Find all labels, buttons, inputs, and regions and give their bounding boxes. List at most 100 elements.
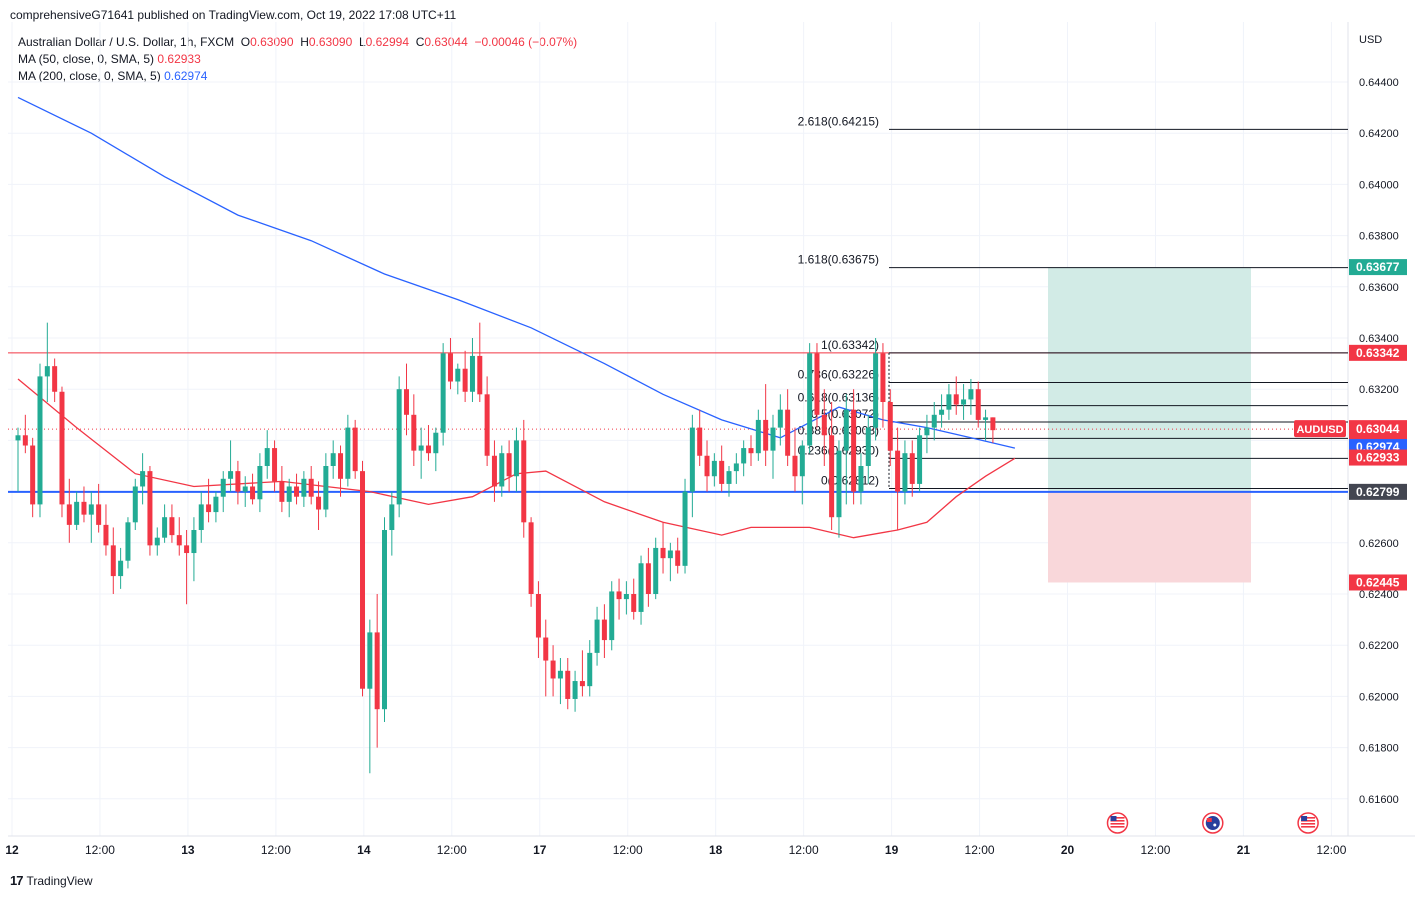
ma50-line	[17, 378, 1016, 539]
currency-label[interactable]: USD	[1359, 34, 1383, 46]
time-axis[interactable]: 12 12:00 13 12:00 14 12:00 17 12:00 18 12:00 19 12:…	[5, 843, 1346, 857]
candle-up	[228, 471, 234, 479]
price-axis[interactable]: 0.64400 0.64200 0.64000 0.63800 0.63600 0.634…	[1359, 77, 1399, 806]
candle-down	[748, 448, 754, 454]
candle-down	[110, 545, 116, 577]
ma50-value: 0.62933	[157, 52, 201, 66]
candle-up	[345, 427, 351, 479]
tradingview-wordmark: TradingView	[26, 873, 93, 888]
candle-up	[557, 670, 563, 679]
stop-zone	[1048, 491, 1251, 583]
price-label-0.62974: 0.62974	[1349, 439, 1407, 456]
fib-level-label: 0.5(0.63072)	[811, 407, 879, 421]
ma200-legend[interactable]: MA (200, close, 0, SMA, 5) 0.62974	[18, 69, 208, 83]
candle-up	[242, 486, 248, 492]
fib-level-label: 0.618(0.63136)	[798, 391, 879, 405]
candle-down	[719, 460, 725, 484]
candle-up	[799, 445, 805, 477]
candle-down	[316, 496, 322, 510]
candle-up	[667, 550, 673, 559]
ma200-line	[17, 96, 1016, 449]
candle-down	[338, 453, 344, 479]
candle-down	[250, 486, 256, 500]
price-tick-label: 0.62200	[1359, 640, 1399, 652]
candle-down	[184, 545, 190, 554]
ohlc-open: O0.63090	[240, 35, 294, 49]
tradingview-logo[interactable]: 17 TradingView	[10, 873, 93, 888]
candle-up	[594, 619, 600, 653]
candle-down	[535, 594, 541, 638]
price-label-text: 0.63677	[1356, 260, 1400, 274]
fib-level-label: 0.382(0.63008)	[798, 423, 879, 437]
ma50-legend[interactable]: MA (50, close, 0, SMA, 5) 0.62933	[18, 52, 201, 66]
candle-up	[924, 427, 930, 436]
candle-down	[103, 524, 109, 546]
price-tick-label: 0.62800	[1359, 487, 1399, 499]
candle-up	[865, 427, 871, 466]
candle-down	[462, 368, 468, 392]
candle-up	[301, 478, 307, 497]
price-label-box	[1349, 574, 1407, 591]
candle-down	[374, 632, 380, 710]
candle-down	[975, 389, 981, 420]
candle-up	[961, 399, 967, 405]
publisher-line: comprehensiveG71641 published on Trading…	[10, 8, 457, 22]
candle-up	[843, 409, 849, 451]
time-tick-label: 12:00	[261, 843, 291, 857]
bar-countdown: 51:13	[1358, 438, 1386, 450]
price-label-text: 0.62933	[1356, 451, 1400, 465]
candle-down	[169, 517, 175, 536]
price-tick-label: 0.64000	[1359, 179, 1399, 191]
price-tick-label: 0.62400	[1359, 589, 1399, 601]
candle-down	[66, 504, 72, 525]
time-tick-label: 12	[5, 843, 19, 857]
fib-level-label: 1.618(0.63675)	[798, 253, 879, 267]
economic-events[interactable]	[1106, 812, 1319, 834]
candle-down	[352, 427, 358, 472]
candle-up	[286, 486, 292, 502]
candle-up	[382, 530, 387, 710]
candle-down	[895, 450, 901, 492]
price-label-0.63677: 0.63677	[1349, 259, 1407, 276]
candle-down	[909, 453, 915, 484]
price-label-text: 0.62445	[1356, 575, 1400, 589]
candle-down	[990, 417, 996, 431]
fib-level-label: 1(0.63342)	[821, 338, 879, 352]
time-tick-label: 12:00	[437, 843, 467, 857]
price-label-0.62445: 0.62445	[1349, 574, 1407, 591]
ohlc-close: C0.63044	[415, 35, 468, 49]
candle-up	[198, 504, 204, 530]
fib-level-label: 2.618(0.64215)	[798, 114, 879, 128]
candle-up	[37, 376, 43, 505]
ohlc-change: −0.00046 (−0.07%)	[474, 35, 578, 49]
candle-up	[15, 435, 21, 441]
candle-up	[917, 435, 923, 484]
candle-up	[213, 496, 219, 513]
candle-up	[264, 448, 270, 466]
candle-down	[631, 594, 637, 612]
candle-up	[983, 417, 989, 420]
candle-down	[147, 471, 153, 546]
candle-down	[484, 394, 490, 456]
price-label-text: 0.63342	[1356, 346, 1400, 360]
candle-up	[807, 353, 813, 446]
time-tick-label: 17	[533, 843, 547, 857]
symbol-description[interactable]: Australian Dollar / U.S. Dollar, 1h, FXC…	[18, 35, 235, 49]
time-tick-label: 12:00	[965, 843, 995, 857]
symbol-tag-text: AUDUSD	[1296, 424, 1343, 436]
candle-up	[968, 389, 974, 400]
candle-up	[946, 394, 952, 410]
fib-level-label: 0.236(0.62930)	[798, 443, 879, 457]
price-label-0.63342: 0.63342	[1349, 344, 1407, 361]
candle-down	[579, 681, 585, 687]
target-zone	[1048, 267, 1251, 492]
symbol-tag	[1294, 420, 1346, 438]
price-tick-label: 0.63600	[1359, 282, 1399, 294]
candle-up	[125, 522, 131, 561]
price-label-box	[1349, 439, 1407, 456]
candle-down	[601, 619, 607, 641]
fib-level-label: 0.786(0.63226)	[798, 368, 879, 382]
candle-up	[132, 486, 138, 523]
candle-up	[931, 414, 937, 428]
